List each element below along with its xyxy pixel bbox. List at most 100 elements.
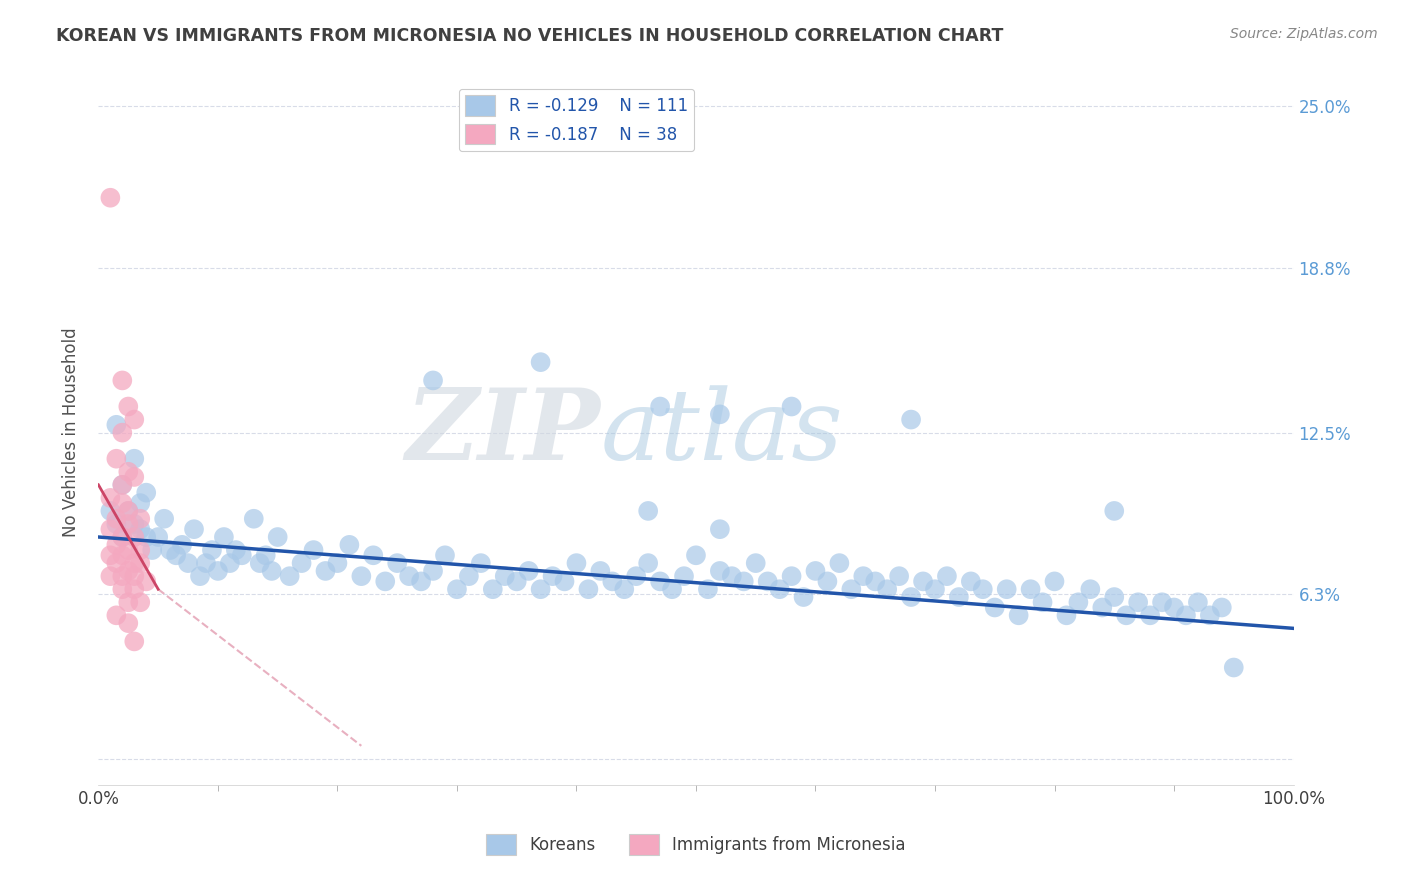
Point — [98, 569, 122, 583]
Point — [530, 355, 553, 369]
Point — [124, 634, 146, 648]
Point — [398, 569, 420, 583]
Y-axis label: No Vehicles in Household: No Vehicles in Household — [62, 327, 80, 538]
Point — [98, 491, 122, 505]
Point — [841, 582, 863, 597]
Point — [111, 478, 134, 492]
Point — [129, 496, 152, 510]
Point — [1104, 504, 1126, 518]
Point — [470, 556, 492, 570]
Point — [105, 556, 128, 570]
Point — [626, 569, 648, 583]
Point — [111, 373, 134, 387]
Point — [1128, 595, 1150, 609]
Point — [1008, 608, 1031, 623]
Point — [124, 470, 146, 484]
Point — [1223, 660, 1246, 674]
Point — [565, 556, 588, 570]
Point — [517, 564, 540, 578]
Text: ZIP: ZIP — [405, 384, 600, 481]
Point — [117, 595, 139, 609]
Point — [326, 556, 349, 570]
Point — [172, 538, 194, 552]
Point — [1091, 600, 1114, 615]
Point — [637, 556, 659, 570]
Point — [201, 543, 224, 558]
Point — [267, 530, 290, 544]
Point — [124, 516, 146, 531]
Point — [530, 582, 553, 597]
Text: KOREAN VS IMMIGRANTS FROM MICRONESIA NO VEHICLES IN HOUSEHOLD CORRELATION CHART: KOREAN VS IMMIGRANTS FROM MICRONESIA NO … — [56, 27, 1004, 45]
Point — [111, 569, 134, 583]
Point — [129, 543, 152, 558]
Point — [350, 569, 373, 583]
Point — [111, 425, 134, 440]
Point — [1032, 595, 1054, 609]
Point — [936, 569, 959, 583]
Point — [1152, 595, 1174, 609]
Point — [111, 530, 134, 544]
Point — [745, 556, 768, 570]
Point — [117, 504, 139, 518]
Point — [578, 582, 600, 597]
Text: Source: ZipAtlas.com: Source: ZipAtlas.com — [1230, 27, 1378, 41]
Point — [339, 538, 361, 552]
Point — [876, 582, 898, 597]
Point — [385, 556, 409, 570]
Point — [111, 478, 134, 492]
Point — [972, 582, 994, 597]
Point — [111, 496, 134, 510]
Point — [709, 564, 731, 578]
Point — [924, 582, 946, 597]
Point — [506, 574, 529, 589]
Point — [129, 556, 152, 570]
Point — [124, 451, 146, 466]
Point — [422, 564, 444, 578]
Point — [793, 590, 815, 604]
Point — [602, 574, 624, 589]
Point — [278, 569, 301, 583]
Point — [422, 373, 444, 387]
Point — [769, 582, 792, 597]
Point — [482, 582, 505, 597]
Point — [291, 556, 314, 570]
Point — [98, 522, 122, 536]
Point — [613, 582, 636, 597]
Point — [159, 543, 181, 558]
Point — [98, 549, 122, 563]
Point — [900, 412, 922, 426]
Point — [124, 530, 146, 544]
Point — [124, 556, 146, 570]
Point — [207, 564, 229, 578]
Point — [111, 582, 134, 597]
Point — [111, 549, 134, 563]
Point — [117, 504, 139, 518]
Point — [105, 608, 128, 623]
Point — [1104, 590, 1126, 604]
Point — [637, 504, 659, 518]
Point — [124, 569, 146, 583]
Point — [363, 549, 385, 563]
Point — [105, 512, 128, 526]
Point — [554, 574, 576, 589]
Point — [249, 556, 271, 570]
Point — [219, 556, 242, 570]
Point — [111, 530, 134, 544]
Point — [148, 530, 170, 544]
Point — [98, 191, 122, 205]
Point — [225, 543, 247, 558]
Point — [105, 417, 128, 432]
Point — [254, 549, 277, 563]
Point — [900, 590, 922, 604]
Point — [183, 522, 205, 536]
Point — [721, 569, 744, 583]
Point — [650, 574, 672, 589]
Point — [117, 516, 139, 531]
Point — [458, 569, 481, 583]
Point — [1067, 595, 1090, 609]
Point — [117, 564, 139, 578]
Point — [105, 538, 128, 552]
Point — [129, 512, 152, 526]
Point — [1211, 600, 1233, 615]
Text: atlas: atlas — [600, 385, 844, 480]
